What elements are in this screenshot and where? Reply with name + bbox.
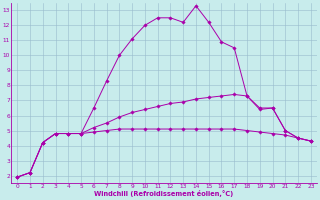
X-axis label: Windchill (Refroidissement éolien,°C): Windchill (Refroidissement éolien,°C): [94, 190, 234, 197]
